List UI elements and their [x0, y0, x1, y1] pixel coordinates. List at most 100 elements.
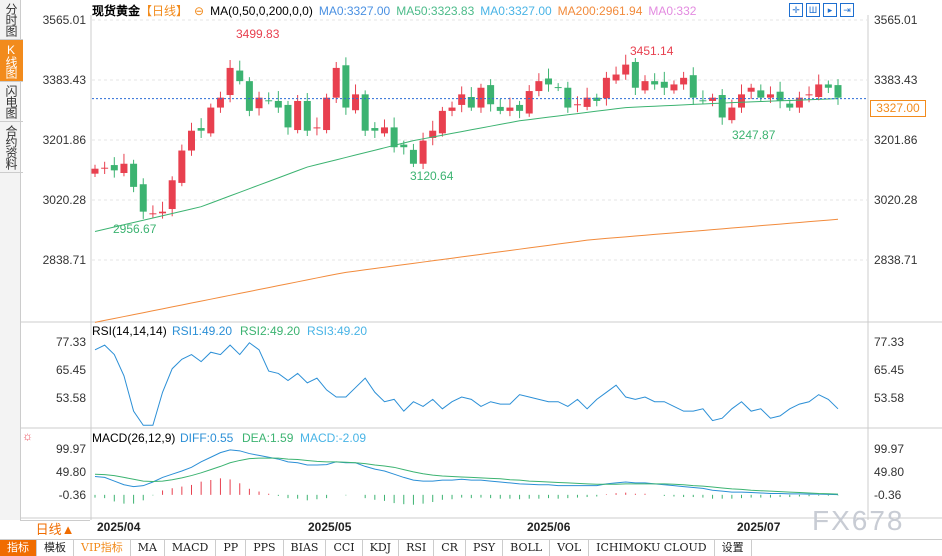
candle-body: [458, 94, 466, 105]
candle-body: [284, 104, 292, 128]
tab-pps[interactable]: PPS: [246, 540, 284, 556]
sidebar-tab-0[interactable]: 分时图: [0, 0, 23, 40]
macd-tick-left: -0.36: [59, 488, 87, 502]
candle-body: [187, 130, 195, 151]
price-tick-left: 3383.43: [43, 73, 87, 87]
candle-body: [728, 107, 736, 121]
candle-body: [342, 65, 350, 108]
candle-body: [361, 94, 369, 131]
sun-icon: ☼: [22, 429, 33, 443]
candle-body: [120, 163, 128, 173]
candle-body: [612, 74, 620, 81]
candle-body: [824, 84, 832, 88]
candle-body: [130, 163, 138, 187]
ma-value-2: MA0:3327.00: [480, 4, 552, 18]
tab-设置[interactable]: 设置: [715, 540, 752, 556]
current-price-tag: 3327.00: [870, 100, 926, 117]
candle-body: [834, 85, 842, 98]
sidebar-tab-1[interactable]: K线图: [0, 40, 23, 82]
zoom-icon[interactable]: Ш: [806, 3, 820, 17]
macd-label: MACD(26,12,9): [92, 431, 175, 445]
candle-body: [525, 91, 533, 114]
rsi-tick-left: 53.58: [56, 391, 86, 405]
candle-body: [178, 150, 186, 183]
indicator-tabs: 指标 模板 VIP指标 MA MACD PP PPS BIAS CCI KDJ RSI CR PSY BO…: [0, 539, 942, 556]
candle-body: [323, 97, 331, 131]
candle-body: [409, 149, 417, 164]
candle-body: [159, 211, 167, 214]
candle-body: [554, 87, 562, 89]
end-icon[interactable]: ⇥: [840, 3, 854, 17]
ma-value-3: MA200:2961.94: [557, 4, 643, 18]
tab-指标[interactable]: 指标: [0, 540, 37, 556]
candle-body: [805, 94, 813, 96]
price-tick-right: 3020.28: [874, 193, 918, 207]
price-annotation: 3247.87: [732, 128, 776, 142]
price-tick-left: 3020.28: [43, 193, 87, 207]
tab-ma[interactable]: MA: [131, 540, 165, 556]
watermark: FX678: [812, 505, 905, 536]
candle-body: [139, 184, 147, 212]
candle-body: [651, 81, 659, 85]
settings-icon[interactable]: ⊖: [194, 4, 205, 18]
candle-body: [101, 167, 109, 169]
period-button[interactable]: 日线▲: [20, 520, 90, 539]
candle-body: [680, 77, 688, 85]
candle-body: [168, 180, 176, 210]
tab-pp[interactable]: PP: [216, 540, 247, 556]
tab-vip指标[interactable]: VIP指标: [74, 540, 131, 556]
candle-body: [438, 110, 446, 134]
rsi-tick-left: 77.33: [56, 335, 86, 349]
tab-psy[interactable]: PSY: [466, 540, 504, 556]
tab-bias[interactable]: BIAS: [284, 540, 327, 556]
candle-body: [593, 97, 601, 101]
indicator-name[interactable]: MA(0,50,0,200,0,0): [210, 4, 313, 18]
crosshair-icon[interactable]: ✛: [789, 3, 803, 17]
candle-body: [352, 94, 360, 111]
date-label: 2025/06: [527, 520, 571, 534]
macd-tick-left: 99.97: [56, 442, 86, 456]
symbol-title: 现货黄金: [92, 4, 141, 18]
candle-body: [670, 84, 678, 91]
date-label: 2025/07: [737, 520, 781, 534]
candle-body: [583, 97, 591, 107]
sidebar-tab-2[interactable]: 闪电图: [0, 82, 23, 122]
tab-模板[interactable]: 模板: [37, 540, 74, 556]
tab-rsi[interactable]: RSI: [399, 540, 435, 556]
date-label: 2025/05: [308, 520, 352, 534]
tab-macd[interactable]: MACD: [165, 540, 217, 556]
rsi3-value: RSI3:49.20: [307, 324, 367, 338]
candle-body: [516, 104, 524, 111]
candle-body: [545, 78, 553, 85]
candle-body: [149, 213, 157, 215]
candle-body: [709, 97, 717, 101]
candle-body: [766, 94, 774, 98]
candle-body: [477, 87, 485, 108]
candle-body: [236, 70, 244, 82]
step-icon[interactable]: ▸: [823, 3, 837, 17]
tab-boll[interactable]: BOLL: [503, 540, 551, 556]
ma-value-1: MA50:3323.83: [396, 4, 475, 18]
rsi-tick-right: 53.58: [874, 391, 904, 405]
tab-cr[interactable]: CR: [434, 540, 466, 556]
period-label[interactable]: 【日线】: [140, 4, 189, 18]
candle-body: [467, 96, 475, 108]
dif-line: [94, 449, 839, 496]
tab-kdj[interactable]: KDJ: [363, 540, 400, 556]
candle-body: [815, 84, 823, 97]
candle-body: [91, 168, 99, 174]
tab-vol[interactable]: VOL: [550, 540, 590, 556]
price-tick-left: 2838.71: [43, 253, 87, 267]
rsi-tick-left: 65.45: [56, 363, 86, 377]
candle-body: [631, 61, 639, 88]
rsi-tick-right: 77.33: [874, 335, 904, 349]
sidebar-tab-3[interactable]: 合约资料: [0, 122, 23, 173]
candle-body: [255, 97, 263, 109]
macd-value: MACD:-2.09: [300, 431, 366, 445]
chart-canvas[interactable]: 3565.01 3565.01 3383.43 3383.43 3201.86 3201.…: [0, 0, 942, 540]
price-annotation: 3120.64: [410, 169, 454, 183]
tab-cci[interactable]: CCI: [326, 540, 363, 556]
candle-body: [699, 100, 707, 102]
ma200-line: [94, 218, 839, 323]
tab-ichimoku-cloud[interactable]: ICHIMOKU CLOUD: [589, 540, 715, 556]
